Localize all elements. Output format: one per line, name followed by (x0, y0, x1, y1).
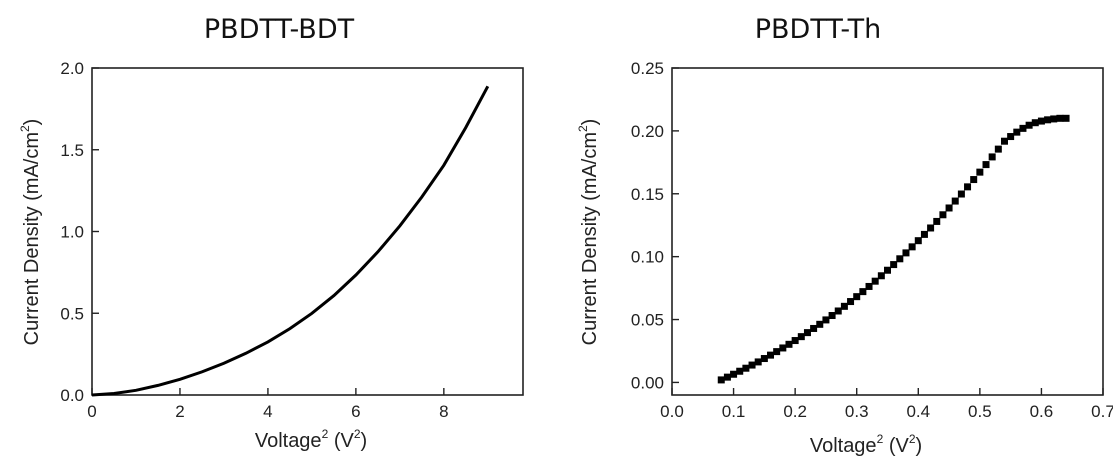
x-tick-label: 0.1 (722, 402, 746, 421)
data-point (816, 320, 824, 328)
data-point (717, 376, 725, 384)
data-point (773, 348, 781, 356)
data-point (976, 168, 984, 176)
data-point (859, 288, 867, 296)
y-axis: 0.00 0.05 0.10 0.15 0.20 0.25 (631, 59, 679, 392)
data-point (1025, 121, 1033, 129)
data-point (939, 211, 947, 219)
data-point (1044, 116, 1052, 124)
data-point (1019, 124, 1027, 132)
chart-pbdtt-bdt: PBDTT-BDT 0 2 4 6 8 0.0 0.5 1.0 1.5 2.0 Voltage2… (18, 14, 524, 452)
x-tick-label: 0.7 (1091, 402, 1113, 421)
data-point (730, 370, 738, 378)
data-point (964, 183, 972, 191)
x-tick-label: 0.5 (968, 402, 992, 421)
data-point (865, 282, 873, 290)
data-point (791, 337, 799, 345)
data-point (834, 307, 842, 315)
x-tick-label: 0 (87, 402, 96, 421)
data-point (982, 161, 990, 169)
data-point (1062, 114, 1070, 122)
data-point (1050, 115, 1058, 123)
y-tick-label: 0.00 (631, 373, 664, 392)
y-tick-label: 0.25 (631, 59, 664, 78)
y-axis-label: Current Density (mA/cm2) (18, 119, 43, 346)
data-point (1056, 114, 1064, 122)
data-point (884, 266, 891, 274)
data-point (920, 230, 928, 238)
data-point (723, 373, 731, 381)
data-point (927, 224, 935, 232)
x-axis-label: Voltage2 (V2) (810, 432, 922, 457)
chart-title: PBDTT-Th (755, 14, 882, 45)
data-point (896, 255, 904, 263)
chart-pbdtt-th: PBDTT-Th 0.0 0.1 0.2 0.3 0.4 0.5 0.6 0.7 0.000.… (576, 14, 1113, 457)
y-tick-label: 1.5 (60, 141, 84, 160)
data-point (760, 355, 768, 363)
x-axis: 0.0 0.1 0.2 0.3 0.4 0.5 0.6 0.7 (660, 388, 1113, 421)
data-point (957, 190, 965, 198)
data-point (736, 367, 744, 375)
y-tick-label: 0.0 (60, 386, 84, 405)
x-tick-label: 0.4 (906, 402, 930, 421)
data-point (1037, 117, 1045, 125)
data-point (853, 293, 861, 301)
data-point (779, 344, 787, 352)
x-tick-label: 0.3 (845, 402, 869, 421)
y-tick-label: 0.5 (60, 304, 84, 323)
data-point (1031, 119, 1039, 127)
y-tick-label: 0.20 (631, 122, 664, 141)
plot-frame (91, 67, 524, 396)
data-point (988, 153, 996, 161)
data-point (871, 277, 879, 285)
x-tick-label: 0.0 (660, 402, 684, 421)
data-point (945, 204, 953, 212)
x-tick-label: 2 (175, 402, 184, 421)
y-tick-label: 0.10 (631, 248, 664, 267)
y-tick-label: 1.0 (60, 223, 84, 242)
y-tick-label: 2.0 (60, 59, 84, 78)
y-tick-label: 0.05 (631, 311, 664, 330)
data-point (1007, 133, 1015, 141)
data-point (970, 176, 978, 184)
data-point (748, 361, 756, 369)
data-point (840, 302, 848, 310)
data-point (933, 217, 941, 225)
series-layer (91, 85, 490, 397)
x-axis: 0 2 4 6 8 (87, 388, 449, 421)
data-point (890, 261, 898, 269)
data-point (828, 312, 836, 320)
data-point (994, 145, 1002, 153)
x-tick-label: 8 (439, 402, 448, 421)
chart-title: PBDTT-BDT (204, 14, 355, 45)
data-point (908, 243, 916, 251)
x-tick-label: 4 (263, 402, 272, 421)
x-tick-label: 6 (351, 402, 360, 421)
data-point (785, 340, 793, 348)
data-point (951, 197, 959, 205)
data-point (1000, 137, 1008, 145)
x-tick-label: 0.6 (1030, 402, 1054, 421)
series-layer (717, 114, 1070, 384)
series-line (91, 85, 490, 397)
data-point (877, 272, 885, 280)
data-point (797, 333, 805, 341)
plot-frame (671, 67, 1104, 396)
data-point (810, 324, 818, 332)
data-point (754, 358, 762, 366)
data-point (742, 364, 750, 372)
data-point (803, 329, 811, 337)
y-axis: 0.0 0.5 1.0 1.5 2.0 (60, 59, 99, 405)
data-point (914, 237, 922, 245)
data-point (1013, 128, 1021, 136)
data-point (847, 298, 855, 306)
data-point (767, 351, 775, 359)
y-tick-label: 0.15 (631, 185, 664, 204)
data-point (822, 316, 830, 324)
data-point (902, 249, 910, 257)
x-axis-label: Voltage2 (V2) (255, 427, 367, 452)
y-axis-label: Current Density (mA/cm2) (576, 119, 601, 346)
x-tick-label: 0.2 (783, 402, 807, 421)
